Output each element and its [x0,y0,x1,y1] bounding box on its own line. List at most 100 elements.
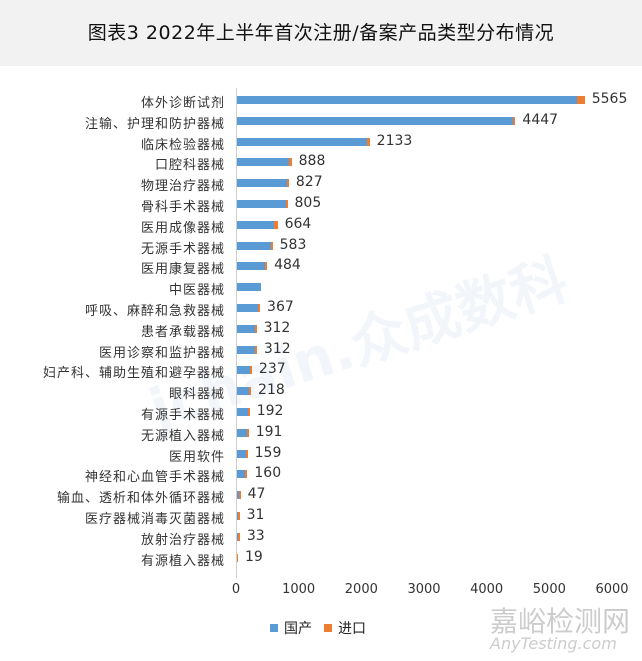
bar-row: 临床检验器械 2133 [0,133,642,153]
category-label: 中医器械 [168,283,225,299]
bar-import [265,262,268,271]
bar-row: 骨科手术器械 805 [0,195,642,215]
bar-import [576,96,585,104]
category-label: 眼科器械 [168,387,225,403]
value-label: 664 [284,215,312,232]
bar-domestic [236,449,246,458]
bar-row: 医用诊察和监护器械 312 [0,341,642,361]
bar-domestic [236,200,286,208]
bar-import [270,241,273,250]
bar-import [273,220,278,229]
bar-domestic [236,366,250,375]
watermark-site-cn: 嘉峪检测网 [490,605,631,638]
bar-domestic [236,262,266,271]
category-label: 有源手术器械 [140,408,225,423]
x-tick-label: 2000 [344,582,378,597]
bar-domestic [236,220,274,229]
value-label: 367 [267,299,294,315]
category-label: 无源手术器械 [140,241,225,257]
category-label: 骨科手术器械 [140,200,225,215]
value-label: 159 [254,444,282,461]
bar-import [236,553,238,562]
bar-row: 输血、透析和体外循环器械 47 [0,486,642,506]
bar-domestic [236,158,290,167]
bar-row: 中医器械 [0,278,642,298]
bar-import [237,532,240,541]
value-label: 31 [246,507,265,523]
x-tick-label: 5000 [532,582,566,597]
category-label: 呼吸、麻醉和急救器械 [84,304,225,319]
bar-row: 无源手术器械 583 [0,237,642,257]
legend-label-domestic: 国产 [284,621,312,637]
value-label: 583 [279,236,307,253]
bar-row: 放射治疗器械 33 [0,528,642,548]
bar-domestic [236,96,577,104]
bar-import [246,428,249,437]
legend-label-import: 进口 [338,621,366,637]
bar-row: 口腔科器械 888 [0,153,642,173]
chart-title: 图表3 2022年上半年首次注册/备案产品类型分布情况 [87,22,555,44]
x-tick-label: 4000 [470,582,504,597]
bar-domestic [236,387,250,396]
category-label: 放射治疗器械 [140,532,225,548]
y-axis-line [236,88,237,578]
bar-row: 眼科器械 218 [0,382,642,402]
bar-domestic [236,470,246,479]
category-label: 体外诊断试剂 [140,96,225,111]
bar-domestic [236,324,255,333]
bar-domestic [236,116,514,125]
bar-import [254,324,257,333]
bar-import [245,470,248,479]
value-label: 5565 [591,91,628,107]
value-label: 312 [263,340,291,357]
bar-row: 医用软件 159 [0,445,642,465]
bar-import [245,449,248,458]
bar-import [258,304,261,312]
category-label: 输血、透析和体外循环器械 [56,491,225,507]
bar-row: 医用成像器械 664 [0,216,642,236]
bar-import [366,137,370,146]
category-label: 医用诊察和监护器械 [98,345,225,361]
category-label: 无源植入器械 [140,428,225,444]
x-tick-label: 1000 [282,582,316,597]
legend-swatch-domestic [270,624,278,632]
bar-domestic [236,428,247,437]
bar-row: 患者承载器械 312 [0,320,642,340]
value-label: 827 [295,174,323,191]
bar-import [285,200,288,208]
category-label: 医用成像器械 [140,220,225,236]
value-label: 160 [254,465,282,482]
bar-import [238,491,241,500]
bar-row: 无源植入器械 191 [0,424,642,444]
bar-row: 有源手术器械 192 [0,403,642,423]
bar-row: 神经和心血管手术器械 160 [0,465,642,485]
bar-domestic [236,345,255,354]
title-bar: 图表3 2022年上半年首次注册/备案产品类型分布情况 [0,0,642,66]
bar-import [289,158,292,167]
value-label: 47 [247,486,266,503]
category-label: 有源植入器械 [140,553,225,569]
value-label: 888 [298,153,326,170]
value-label: 237 [258,361,286,378]
bar-row: 医用康复器械 484 [0,257,642,277]
bar-domestic [236,179,287,188]
bar-row: 体外诊断试剂 5565 [0,91,642,111]
bar-row: 注输、护理和防护器械 4447 [0,112,642,132]
watermark-site-en: AnyTesting.com [490,634,617,653]
bar-import [286,179,289,188]
value-label: 484 [274,257,301,274]
category-label: 医疗器械消毒灭菌器械 [84,512,225,527]
category-label: 临床检验器械 [140,137,225,153]
x-tick-label: 3000 [407,582,441,597]
bar-domestic [236,283,262,292]
value-label: 19 [245,548,263,565]
bar-row: 有源植入器械 19 [0,549,642,569]
value-label: 191 [255,423,283,440]
bar-domestic [236,304,259,312]
category-label: 口腔科器械 [154,158,225,174]
x-tick-label: 6000 [595,582,629,597]
category-label: 医用康复器械 [140,262,225,278]
value-label: 33 [246,527,265,544]
bar-import [249,387,252,396]
value-label: 312 [263,319,291,336]
